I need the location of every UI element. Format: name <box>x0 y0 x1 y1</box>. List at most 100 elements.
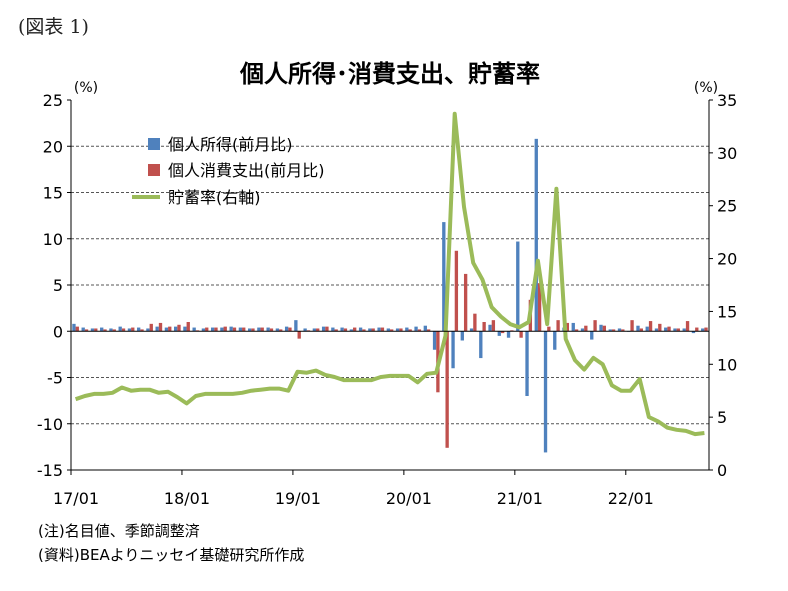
bar-spending <box>574 329 579 332</box>
bar-spending <box>84 329 89 332</box>
bar-spending <box>279 329 283 332</box>
bar-spending <box>140 329 144 332</box>
left-tick-label: -10 <box>37 415 63 434</box>
bar-income <box>682 328 686 332</box>
bar-spending <box>695 327 699 332</box>
left-tick-label: -15 <box>37 461 63 480</box>
bar-income <box>701 328 705 332</box>
left-tick-label: 20 <box>43 137 63 156</box>
bar-income <box>636 325 640 332</box>
bar-income <box>608 329 612 332</box>
bar-spending <box>537 283 542 332</box>
bar-spending <box>260 327 264 332</box>
bar-spending <box>473 313 477 332</box>
bar-spending <box>269 328 274 332</box>
bar-spending <box>445 331 449 448</box>
bar-income <box>321 326 326 332</box>
bar-spending <box>463 273 468 332</box>
bar-spending <box>242 327 246 332</box>
bar-income <box>553 331 557 350</box>
bar-income <box>580 328 585 332</box>
right-axis-unit: (%) <box>694 80 718 96</box>
bar-income <box>331 327 335 332</box>
figure-label: (図表 1) <box>18 16 89 38</box>
bar-income <box>72 323 76 332</box>
bar-income <box>590 331 594 340</box>
bar-spending <box>676 328 680 332</box>
bar-spending <box>334 329 338 332</box>
bar-spending <box>491 320 496 332</box>
left-tick-label: 5 <box>53 276 63 295</box>
bar-spending <box>112 329 116 332</box>
bar-spending <box>371 328 375 332</box>
bar-income <box>469 328 474 332</box>
bar-income <box>414 326 418 332</box>
bar-spending <box>149 323 153 332</box>
bar-income <box>210 327 215 332</box>
bar-income <box>516 241 520 332</box>
bar-income <box>201 328 206 332</box>
bar-income <box>303 328 307 332</box>
bar-spending <box>417 329 422 332</box>
bar-income <box>358 327 363 332</box>
bar-spending <box>75 326 79 332</box>
bar-income <box>90 328 95 332</box>
left-tick-label: -5 <box>47 369 63 388</box>
legend: 個人所得(前月比) 個人消費支出(前月比) 貯蓄率(右軸) <box>132 135 325 207</box>
bar-income <box>183 326 187 332</box>
legend-label-saving: 貯蓄率(右軸) <box>168 188 261 207</box>
bar-income <box>266 327 270 332</box>
bar-income <box>294 320 298 332</box>
bar-spending <box>584 325 588 332</box>
bar-income <box>118 326 122 332</box>
bar-income <box>405 327 409 332</box>
left-tick-label: 15 <box>43 184 63 203</box>
bar-spending <box>186 322 190 332</box>
bar-income <box>617 328 622 332</box>
bar-spending <box>316 328 320 332</box>
bar-income <box>571 322 575 332</box>
bar-income <box>284 326 289 332</box>
bar-spending <box>500 331 505 334</box>
x-tick-label: 17/01 <box>53 489 99 508</box>
bar-spending <box>380 327 385 332</box>
left-tick-label: 25 <box>43 91 63 110</box>
bar-income <box>497 331 501 336</box>
right-tick-label: 10 <box>717 355 737 374</box>
bar-spending <box>343 328 348 332</box>
bar-income <box>654 328 659 332</box>
bar-income <box>146 328 150 332</box>
bar-income <box>488 324 492 332</box>
bar-income <box>377 327 381 332</box>
bar-spending <box>630 320 634 332</box>
bar-spending <box>297 331 301 339</box>
axes-group <box>67 99 713 475</box>
bar-income <box>534 138 538 332</box>
bar-spending <box>547 326 551 332</box>
bar-income <box>525 331 529 396</box>
bar-income <box>432 331 437 350</box>
bar-income <box>137 327 141 332</box>
bar-spending <box>593 320 597 332</box>
line-group <box>74 111 705 437</box>
x-tick-label: 19/01 <box>275 489 321 508</box>
bar-spending <box>158 322 163 332</box>
right-tick-label: 30 <box>717 144 737 163</box>
bar-income <box>220 327 224 332</box>
chart: 25 20 15 10 5 0 -5 -10 -15 35 30 25 20 15 10 5 0 17/01 18/… <box>37 60 738 508</box>
bar-spending <box>426 329 431 332</box>
bar-spending <box>454 250 459 332</box>
bar-spending <box>223 326 227 332</box>
bar-income <box>673 328 677 332</box>
bar-spending <box>648 321 653 332</box>
bar-income <box>81 327 85 332</box>
legend-swatch-income <box>148 138 160 150</box>
bar-spending <box>94 328 98 332</box>
chart-title: 個人所得･消費支出、貯蓄率 <box>239 60 540 88</box>
bar-income <box>691 331 696 334</box>
right-tick-label: 0 <box>717 461 727 480</box>
left-tick-label: 0 <box>53 322 63 341</box>
bar-spending <box>390 329 394 332</box>
bar-spending <box>639 328 643 332</box>
bar-spending <box>177 324 181 332</box>
